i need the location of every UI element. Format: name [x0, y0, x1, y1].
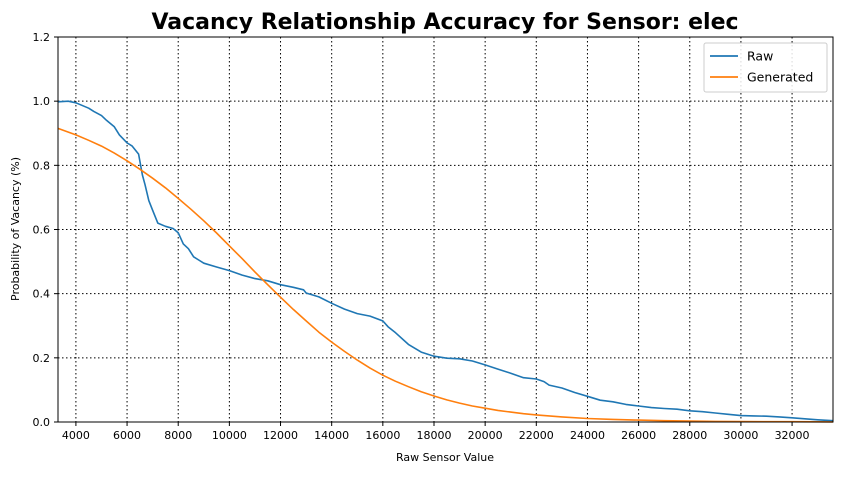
x-tick-label: 28000	[672, 429, 707, 442]
chart-title: Vacancy Relationship Accuracy for Sensor…	[151, 10, 738, 35]
x-tick-label: 18000	[416, 429, 451, 442]
series-line-raw	[57, 100, 834, 422]
x-tick-label: 30000	[723, 429, 758, 442]
gridlines	[58, 37, 833, 422]
series-lines	[57, 100, 834, 423]
x-tick-label: 4000	[62, 429, 90, 442]
series-line-generated	[57, 127, 834, 423]
x-tick-label: 26000	[621, 429, 656, 442]
x-axis-ticks: 4000 6000 8000 10000 12000 14000 16000 18000 200…	[62, 422, 810, 442]
y-tick-label: 1.0	[33, 95, 51, 108]
legend-label-raw: Raw	[747, 49, 773, 64]
x-tick-label: 12000	[263, 429, 298, 442]
y-tick-label: 0.8	[33, 159, 51, 172]
y-tick-label: 0.0	[33, 416, 51, 429]
y-tick-label: 0.2	[33, 352, 51, 365]
x-tick-label: 20000	[468, 429, 503, 442]
y-axis-ticks: 0.0 0.2 0.4 0.6 0.8 1.0 1.2	[33, 31, 58, 429]
x-axis-label: Raw Sensor Value	[396, 451, 494, 464]
x-tick-label: 8000	[164, 429, 192, 442]
legend-label-generated: Generated	[747, 70, 813, 85]
x-tick-label: 6000	[113, 429, 141, 442]
y-axis-label: Probability of Vacancy (%)	[9, 157, 22, 301]
y-tick-label: 0.6	[33, 224, 51, 237]
legend: Raw Generated	[703, 42, 828, 93]
x-tick-label: 32000	[775, 429, 810, 442]
x-tick-label: 14000	[314, 429, 349, 442]
y-tick-label: 1.2	[33, 31, 51, 44]
x-tick-label: 24000	[570, 429, 605, 442]
x-tick-label: 16000	[365, 429, 400, 442]
y-tick-label: 0.4	[33, 288, 51, 301]
x-tick-label: 22000	[519, 429, 554, 442]
x-tick-label: 10000	[212, 429, 247, 442]
